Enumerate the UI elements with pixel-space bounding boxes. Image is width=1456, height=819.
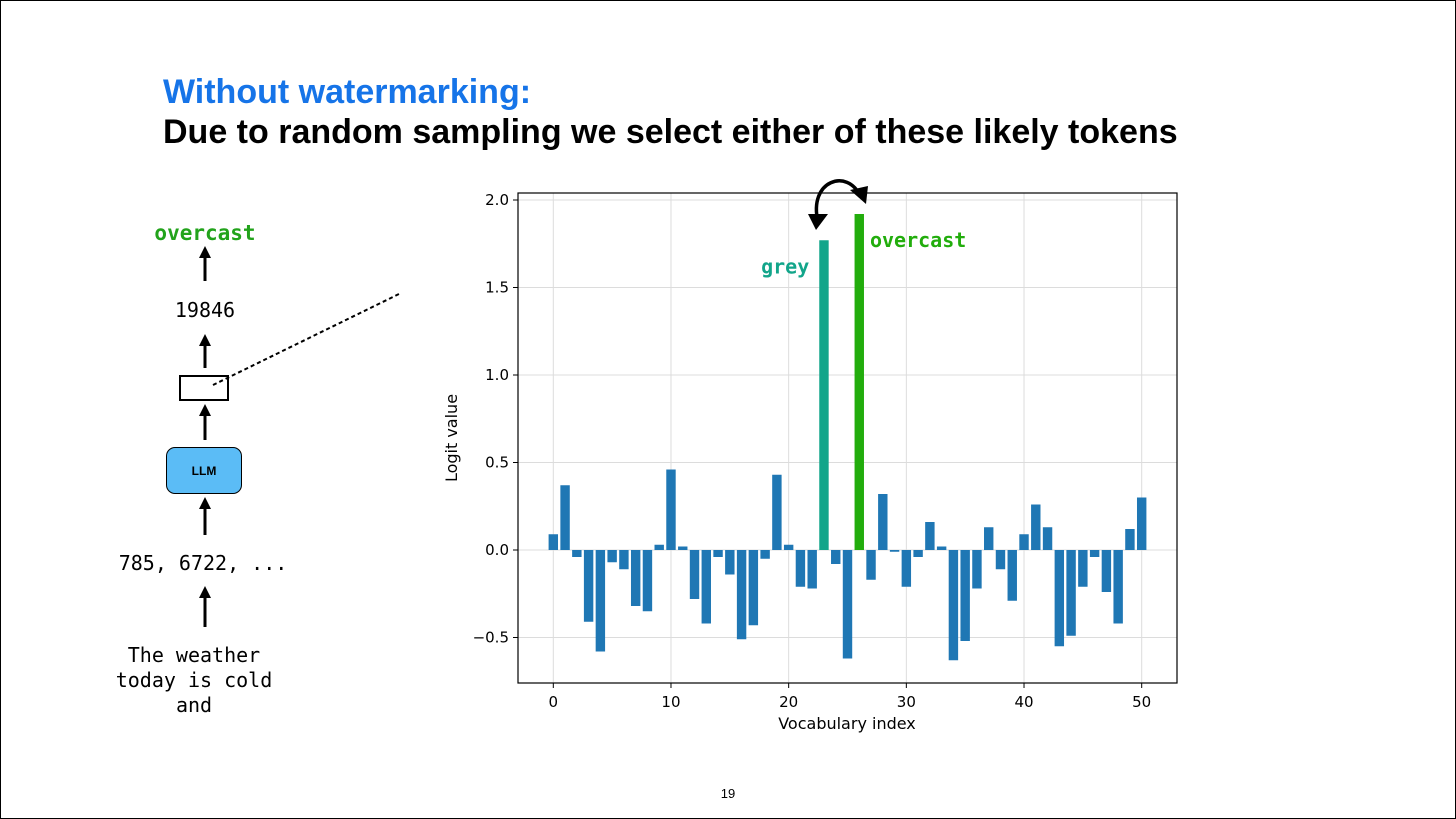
bar bbox=[1101, 550, 1112, 592]
plot-frame bbox=[517, 192, 1178, 684]
bar-label-overcast: overcast bbox=[870, 228, 966, 252]
llm-label: LLM bbox=[191, 463, 217, 478]
bar bbox=[725, 550, 735, 575]
bar bbox=[901, 550, 912, 587]
output-token-label: overcast bbox=[154, 221, 256, 245]
bar bbox=[689, 550, 700, 599]
y-tick-label: 2.0 bbox=[485, 191, 509, 209]
slide-title: Due to random sampling we select either … bbox=[163, 113, 1178, 151]
bar bbox=[701, 550, 711, 624]
y-tick-label: 0.5 bbox=[485, 454, 509, 472]
bar bbox=[972, 550, 982, 589]
bar bbox=[666, 469, 676, 550]
x-tick-label: 0 bbox=[549, 693, 559, 711]
y-axis-label: Logit value bbox=[442, 394, 461, 482]
x-axis-label: Vocabulary index bbox=[778, 714, 916, 733]
swap-arrowhead-left bbox=[808, 214, 828, 230]
page-number: 19 bbox=[720, 786, 736, 801]
bar bbox=[630, 550, 641, 606]
x-tick-label: 50 bbox=[1132, 693, 1151, 711]
bar bbox=[795, 550, 806, 587]
bar bbox=[831, 550, 841, 564]
bar bbox=[583, 550, 594, 622]
bar bbox=[1042, 527, 1053, 550]
bar bbox=[1078, 550, 1088, 587]
bar bbox=[1007, 550, 1017, 601]
bar bbox=[925, 522, 935, 550]
bar bbox=[1066, 550, 1076, 636]
x-tick-label: 20 bbox=[779, 693, 798, 711]
bar bbox=[960, 550, 970, 641]
y-tick-label: 0.0 bbox=[485, 541, 509, 559]
bar bbox=[1054, 550, 1065, 647]
y-tick-label: 1.5 bbox=[485, 279, 509, 297]
bar bbox=[1113, 550, 1123, 624]
bar bbox=[748, 550, 759, 626]
bar bbox=[878, 494, 888, 550]
bar bbox=[572, 550, 582, 557]
bar bbox=[736, 550, 747, 640]
bar bbox=[948, 550, 959, 661]
bar bbox=[713, 550, 723, 557]
bar bbox=[772, 474, 782, 550]
bar bbox=[678, 546, 688, 550]
bar bbox=[760, 550, 770, 559]
bar bbox=[619, 550, 629, 570]
bar-overcast bbox=[854, 214, 864, 550]
prompt-text: The weather today is cold and bbox=[115, 643, 273, 717]
bar bbox=[995, 550, 1006, 570]
bar bbox=[654, 544, 664, 550]
x-tick-label: 30 bbox=[897, 693, 916, 711]
bar bbox=[889, 550, 900, 552]
bar bbox=[1019, 534, 1029, 550]
bar bbox=[548, 534, 559, 550]
bar bbox=[595, 550, 606, 652]
bar bbox=[1125, 529, 1135, 550]
bar bbox=[842, 550, 853, 659]
bar bbox=[1031, 504, 1041, 550]
bar-grey bbox=[819, 240, 829, 550]
slide-title-highlight: Without watermarking: bbox=[163, 73, 532, 111]
bar bbox=[783, 544, 794, 550]
y-tick-label: −0.5 bbox=[473, 629, 509, 647]
bar bbox=[913, 550, 923, 557]
bar bbox=[1089, 550, 1100, 557]
x-tick-label: 10 bbox=[661, 693, 680, 711]
bar-label-grey: grey bbox=[761, 254, 809, 278]
y-tick-label: 1.0 bbox=[485, 366, 509, 384]
bar bbox=[936, 546, 947, 550]
bar bbox=[807, 550, 817, 589]
bar bbox=[984, 527, 994, 550]
x-tick-label: 40 bbox=[1014, 693, 1033, 711]
bar bbox=[642, 550, 653, 612]
highlight-layer: grey overcast bbox=[761, 228, 966, 278]
bar bbox=[1136, 497, 1147, 550]
llm-box: LLM bbox=[166, 447, 242, 494]
bar bbox=[607, 550, 617, 563]
bar bbox=[866, 550, 876, 580]
input-ids-label: 785, 6722, ... bbox=[118, 551, 288, 575]
tick-layer: 0 10 20 30 40 50 −0.5 0.0 0.5 1.0 1.5 2.0 bbox=[473, 191, 1152, 711]
swap-arrowhead-right bbox=[850, 186, 868, 204]
swap-arrow bbox=[814, 179, 862, 223]
bar-layer bbox=[548, 214, 1147, 661]
bar bbox=[560, 485, 570, 550]
